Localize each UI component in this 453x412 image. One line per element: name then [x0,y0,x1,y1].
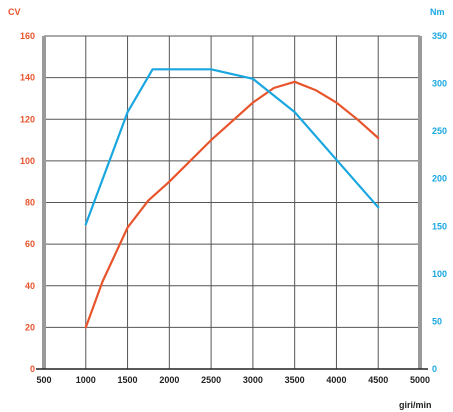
y-left-tick-label: 140 [20,73,35,83]
grid [43,35,421,370]
y-right-tick-label: 50 [432,316,442,326]
y-right-tick-label: 200 [432,174,447,184]
y-left-tick-label: 100 [20,156,35,166]
y-left-tick-label: 20 [25,322,35,332]
power-curve-line [84,80,380,329]
right-axis-unit: Nm [430,7,445,17]
y-left-tick-label: 0 [30,364,35,374]
y-left-tick-label: 40 [25,281,35,291]
left-axis-unit: CV [8,7,21,17]
x-tick-label: 4000 [326,375,346,385]
y-right-tick-label: 100 [432,269,447,279]
x-tick-label: 3500 [285,375,305,385]
y-right-tick-label: 350 [432,31,447,41]
axes-frame [36,36,428,370]
y-left-tick-label: 120 [20,114,35,124]
y-right-tick-label: 0 [432,364,437,374]
torque-curve-line [84,68,380,226]
x-tick-label: 2500 [201,375,221,385]
tick-labels: 0 20 40 60 80 100 120 140 160 0 50 100 150 200 250 300 3… [20,31,447,385]
x-tick-label: 5000 [410,375,430,385]
y-right-tick-label: 300 [432,79,447,89]
x-tick-label: 1500 [118,375,138,385]
y-left-tick-label: 80 [25,198,35,208]
x-tick-label: 2000 [159,375,179,385]
left-axis-bar [42,36,46,369]
y-right-tick-label: 250 [432,126,447,136]
right-axis-bar [418,36,422,369]
y-left-tick-label: 160 [20,31,35,41]
series-lines [84,68,380,329]
x-tick-label: 500 [36,375,51,385]
y-right-tick-label: 150 [432,221,447,231]
y-left-tick-label: 60 [25,239,35,249]
x-tick-label: 3000 [243,375,263,385]
x-axis-unit: giri/min [399,400,432,410]
x-tick-label: 4500 [368,375,388,385]
x-tick-label: 1000 [76,375,96,385]
